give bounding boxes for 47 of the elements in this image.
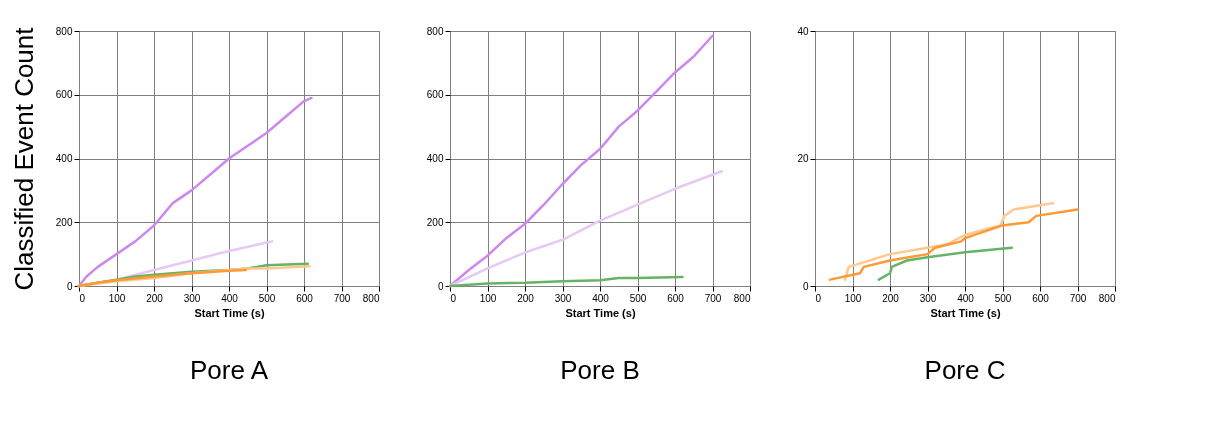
x-tick-label: 700 bbox=[1069, 292, 1087, 304]
y-tick-label: 200 bbox=[55, 216, 73, 228]
y-tick-label: 0 bbox=[437, 280, 444, 292]
x-tick-label: 400 bbox=[221, 292, 239, 304]
x-tick-label: 800 bbox=[362, 292, 380, 304]
y-tick-label: 400 bbox=[55, 153, 73, 164]
y-tick-label: 40 bbox=[797, 25, 809, 37]
x-tick-label: 0 bbox=[450, 292, 457, 304]
x-tick-label: 600 bbox=[296, 292, 314, 304]
x-tick-label: 500 bbox=[629, 292, 647, 304]
text: Pore B bbox=[560, 355, 640, 385]
x-tick-label: 0 bbox=[815, 292, 822, 304]
x-tick-label: 300 bbox=[919, 292, 937, 304]
x-tick-label: 800 bbox=[1098, 292, 1116, 304]
x-axis-title: Start Time (s) bbox=[930, 306, 1001, 319]
y-tick-label: 200 bbox=[426, 216, 444, 228]
x-axis-title: Start Time (s) bbox=[565, 306, 636, 319]
x-tick-label: 400 bbox=[592, 292, 610, 304]
x-tick-label: 700 bbox=[333, 292, 351, 304]
x-tick-label: 200 bbox=[517, 292, 535, 304]
x-tick-label: 200 bbox=[882, 292, 900, 304]
x-tick-label: 100 bbox=[108, 292, 126, 304]
y-tick-label: 20 bbox=[797, 153, 809, 164]
y-tick-label: 800 bbox=[55, 25, 73, 37]
y-tick-label: 0 bbox=[66, 280, 73, 292]
x-tick-label: 700 bbox=[704, 292, 722, 304]
x-tick-label: 200 bbox=[146, 292, 164, 304]
y-tick-label: 600 bbox=[426, 89, 444, 101]
x-tick-label: 600 bbox=[1032, 292, 1050, 304]
x-axis-title: Start Time (s) bbox=[194, 306, 265, 319]
x-tick-label: 800 bbox=[733, 292, 751, 304]
y-tick-label: 0 bbox=[802, 280, 809, 292]
text: Pore C bbox=[924, 355, 1006, 385]
text: Pore A bbox=[189, 355, 269, 385]
x-tick-label: 500 bbox=[258, 292, 276, 304]
x-tick-label: 0 bbox=[79, 292, 86, 304]
x-tick-label: 100 bbox=[844, 292, 862, 304]
x-tick-label: 300 bbox=[183, 292, 201, 304]
x-tick-label: 600 bbox=[667, 292, 685, 304]
x-tick-label: 400 bbox=[957, 292, 975, 304]
x-tick-label: 300 bbox=[554, 292, 572, 304]
y-tick-label: 800 bbox=[426, 25, 444, 37]
y-tick-label: 600 bbox=[55, 89, 73, 101]
x-tick-label: 500 bbox=[994, 292, 1012, 304]
x-tick-label: 100 bbox=[479, 292, 497, 304]
y-tick-label: 400 bbox=[426, 153, 444, 164]
y-axis-title: Classified Event Count bbox=[8, 26, 39, 291]
